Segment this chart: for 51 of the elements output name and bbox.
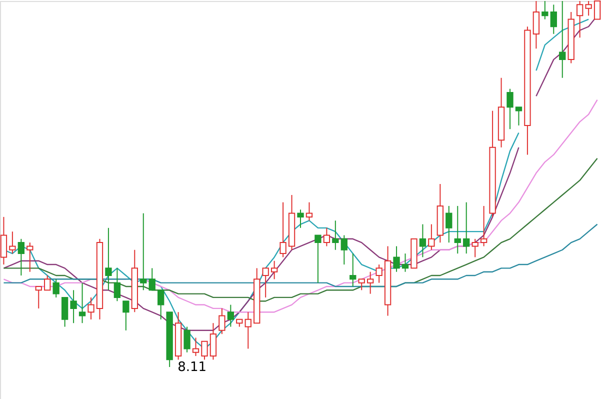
candlestick [26,242,34,272]
candlestick [192,337,200,357]
candlestick [376,264,382,284]
candlestick [148,268,156,291]
candlestick [78,282,86,324]
candlestick [61,296,68,328]
candlestick [428,224,435,250]
candlestick [506,88,514,130]
candlestick [314,234,322,284]
candlestick [44,275,51,291]
candlestick [323,227,330,247]
candlestick [332,220,339,250]
annotation: 8.11 [178,360,207,375]
candlestick [297,209,304,228]
candlestick [52,278,60,298]
candlestick [88,296,94,320]
candlestick [184,326,190,353]
candlestick [306,202,313,222]
candlestick [270,260,278,280]
candlestick [515,106,522,126]
candlestick [402,253,409,272]
candlestick [350,253,356,287]
candlestick [105,227,112,291]
candlestick [122,300,130,331]
candlestick [218,308,226,335]
candlestick [210,322,217,360]
candlestick [463,202,470,254]
candlestick [419,224,426,258]
candlestick [280,202,286,258]
candlestick [480,205,488,247]
candlestick [157,290,164,320]
candlestick [244,312,252,350]
candlestick [393,246,400,272]
candlestick [358,278,365,291]
candlestick [340,234,348,266]
candlestick [542,0,548,20]
candlestick [9,231,16,254]
candlestick [550,4,557,34]
candlestick [18,238,25,276]
candlestick [201,340,208,360]
candlestick [559,0,566,78]
candlestick [262,268,269,298]
candlestick [70,290,77,324]
candlestick [446,205,452,244]
candlestick [454,205,461,254]
candlestick [35,286,42,309]
candlestick [366,271,374,294]
candlestick [472,238,478,258]
candlestick [140,212,147,291]
candlestick [227,304,234,328]
candlestick [114,268,121,302]
